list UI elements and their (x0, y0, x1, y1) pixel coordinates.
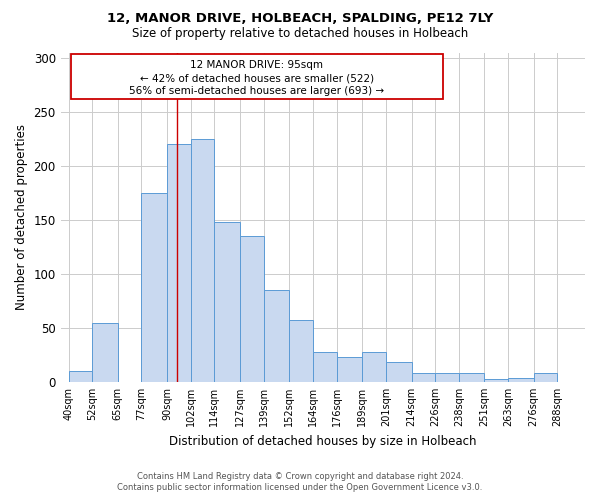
FancyBboxPatch shape (71, 54, 443, 99)
Bar (337, 357, 362, 382)
Bar (263, 290, 289, 382)
Text: 12, MANOR DRIVE, HOLBEACH, SPALDING, PE12 7LY: 12, MANOR DRIVE, HOLBEACH, SPALDING, PE1… (107, 12, 493, 26)
Text: ← 42% of detached houses are smaller (522): ← 42% of detached houses are smaller (52… (140, 73, 374, 83)
Text: Size of property relative to detached houses in Holbeach: Size of property relative to detached ho… (132, 28, 468, 40)
Bar (240, 236, 263, 382)
Bar (459, 374, 484, 382)
Bar (508, 378, 534, 382)
Bar (362, 352, 386, 382)
Text: Contains public sector information licensed under the Open Government Licence v3: Contains public sector information licen… (118, 483, 482, 492)
Bar (92, 322, 118, 382)
Bar (214, 222, 240, 382)
Y-axis label: Number of detached properties: Number of detached properties (15, 124, 28, 310)
Bar (412, 374, 435, 382)
X-axis label: Distribution of detached houses by size in Holbeach: Distribution of detached houses by size … (169, 434, 476, 448)
Bar (191, 139, 214, 382)
Bar (68, 371, 92, 382)
Text: 56% of semi-detached houses are larger (693) →: 56% of semi-detached houses are larger (… (129, 86, 385, 96)
Bar (386, 362, 412, 382)
Text: Contains HM Land Registry data © Crown copyright and database right 2024.: Contains HM Land Registry data © Crown c… (137, 472, 463, 481)
Bar (289, 320, 313, 382)
Text: 12 MANOR DRIVE: 95sqm: 12 MANOR DRIVE: 95sqm (190, 60, 323, 70)
Bar (534, 374, 557, 382)
Bar (142, 193, 167, 382)
Bar (167, 144, 191, 382)
Bar (484, 378, 508, 382)
Bar (435, 374, 459, 382)
Bar (313, 352, 337, 382)
